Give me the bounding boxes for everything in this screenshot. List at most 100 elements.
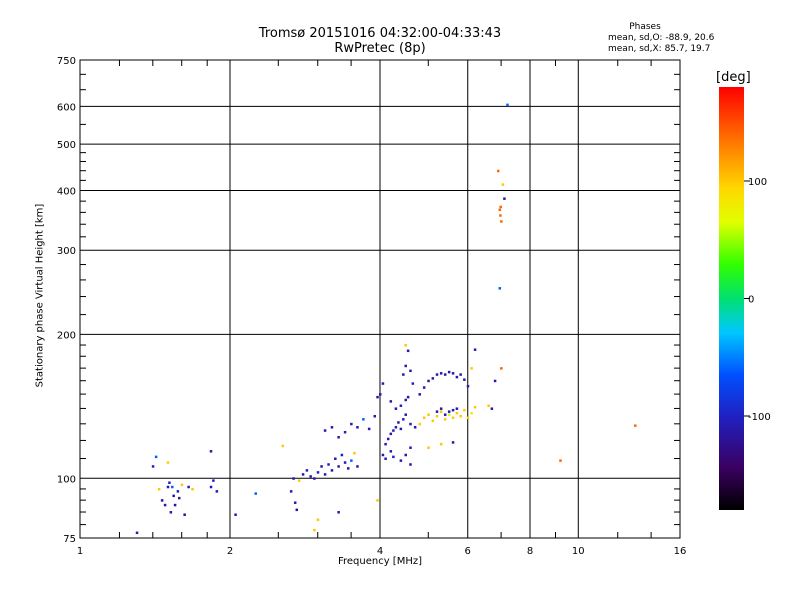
y-tick-label: 400 [57,186,76,197]
data-point [323,429,327,432]
data-point [367,427,371,431]
data-point [389,432,393,436]
data-point [397,421,400,424]
y-tick-label: 300 [57,246,76,257]
data-point [234,513,237,516]
data-point [292,477,295,480]
data-point [500,367,503,370]
data-point [394,407,398,410]
data-point [350,459,353,462]
data-point [209,450,213,453]
data-point [173,503,177,507]
data-point [459,373,462,376]
data-point [466,416,470,420]
phases-stats-x-mode: mean, sd,X: 85.7, 19.7 [608,44,711,54]
colorbar-tick-label: -100 [748,412,771,423]
x-tick-label: 8 [527,546,533,557]
data-point [353,451,356,455]
x-tick-labels: 1 2 4 6 8 10 16 [77,546,687,557]
data-point [435,410,439,413]
data-point [209,485,213,489]
data-point [455,411,459,415]
data-point [330,426,334,429]
data-point [427,379,430,383]
data-point [402,418,405,421]
data-point [346,467,350,470]
data-point [451,416,455,420]
data-point [301,473,305,476]
data-point [337,511,340,514]
data-point [473,348,477,351]
x-tick-label: 10 [572,546,585,557]
data-point [356,465,359,468]
data-point [463,378,466,381]
data-point [435,373,439,376]
data-point [399,427,403,431]
data-point [470,367,473,370]
data-point [413,426,417,429]
data-point [404,453,407,457]
chart-title: Tromsø 20151016 04:32:00-04:33:43 [258,26,502,41]
data-point [422,416,426,420]
x-tick-label: 6 [465,546,471,557]
data-point [404,364,407,368]
data-point [183,513,186,516]
data-point [373,414,377,418]
data-point [334,457,337,460]
plot-frame [79,59,681,539]
data-point [376,499,379,502]
data-point [316,518,320,521]
data-point [343,461,347,464]
data-point [157,487,161,491]
data-point [254,492,257,495]
data-point [443,413,447,416]
data-point [384,442,387,446]
y-tick-label: 750 [57,56,76,67]
data-point [151,465,155,468]
data-point [466,384,470,388]
data-point [447,370,451,374]
colorbar-ticks: 100 0 -100 [744,177,771,423]
data-point [443,418,447,421]
data-point [295,508,299,512]
data-point [422,386,426,389]
data-point [187,485,190,489]
data-point [409,463,412,466]
chart-subtitle: RwPretec (8p) [334,41,426,56]
data-point [490,407,494,410]
data-point [498,208,502,212]
data-point [293,501,297,504]
data-point [431,419,435,423]
data-point [498,287,502,290]
data-point [313,528,316,532]
data-point [381,453,385,457]
data-point [212,479,215,482]
data-point [427,446,430,449]
colorbar-label: [deg] [716,70,751,85]
data-point [409,422,412,426]
data-point [154,455,158,459]
data-point [281,444,285,448]
data-point [384,457,387,460]
phases-stats-o-mode: mean, sd,O: -88.9, 20.6 [608,33,715,43]
data-point [447,413,451,416]
data-point [135,531,139,535]
data-point [337,435,340,439]
x-tick-label: 2 [227,546,233,557]
data-point [559,459,562,462]
data-point [191,487,194,491]
data-point [313,477,316,480]
data-point [634,424,637,427]
data-point [399,404,403,407]
grid-lines [80,60,680,538]
colorbar-tick-label: 0 [748,295,754,306]
data-point [496,169,500,173]
phases-stats-title: Phases [629,22,661,32]
data-point [439,407,443,410]
data-point [404,398,407,402]
data-point [172,494,175,498]
data-point [394,426,398,429]
data-point [160,499,164,502]
data-point [316,471,320,474]
data-point [169,511,173,514]
